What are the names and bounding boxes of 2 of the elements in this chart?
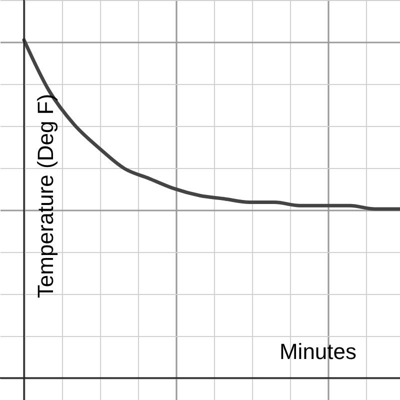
x-axis-title: Minutes (279, 339, 357, 364)
y-axis-title: Temperature (Deg F) (33, 94, 58, 298)
